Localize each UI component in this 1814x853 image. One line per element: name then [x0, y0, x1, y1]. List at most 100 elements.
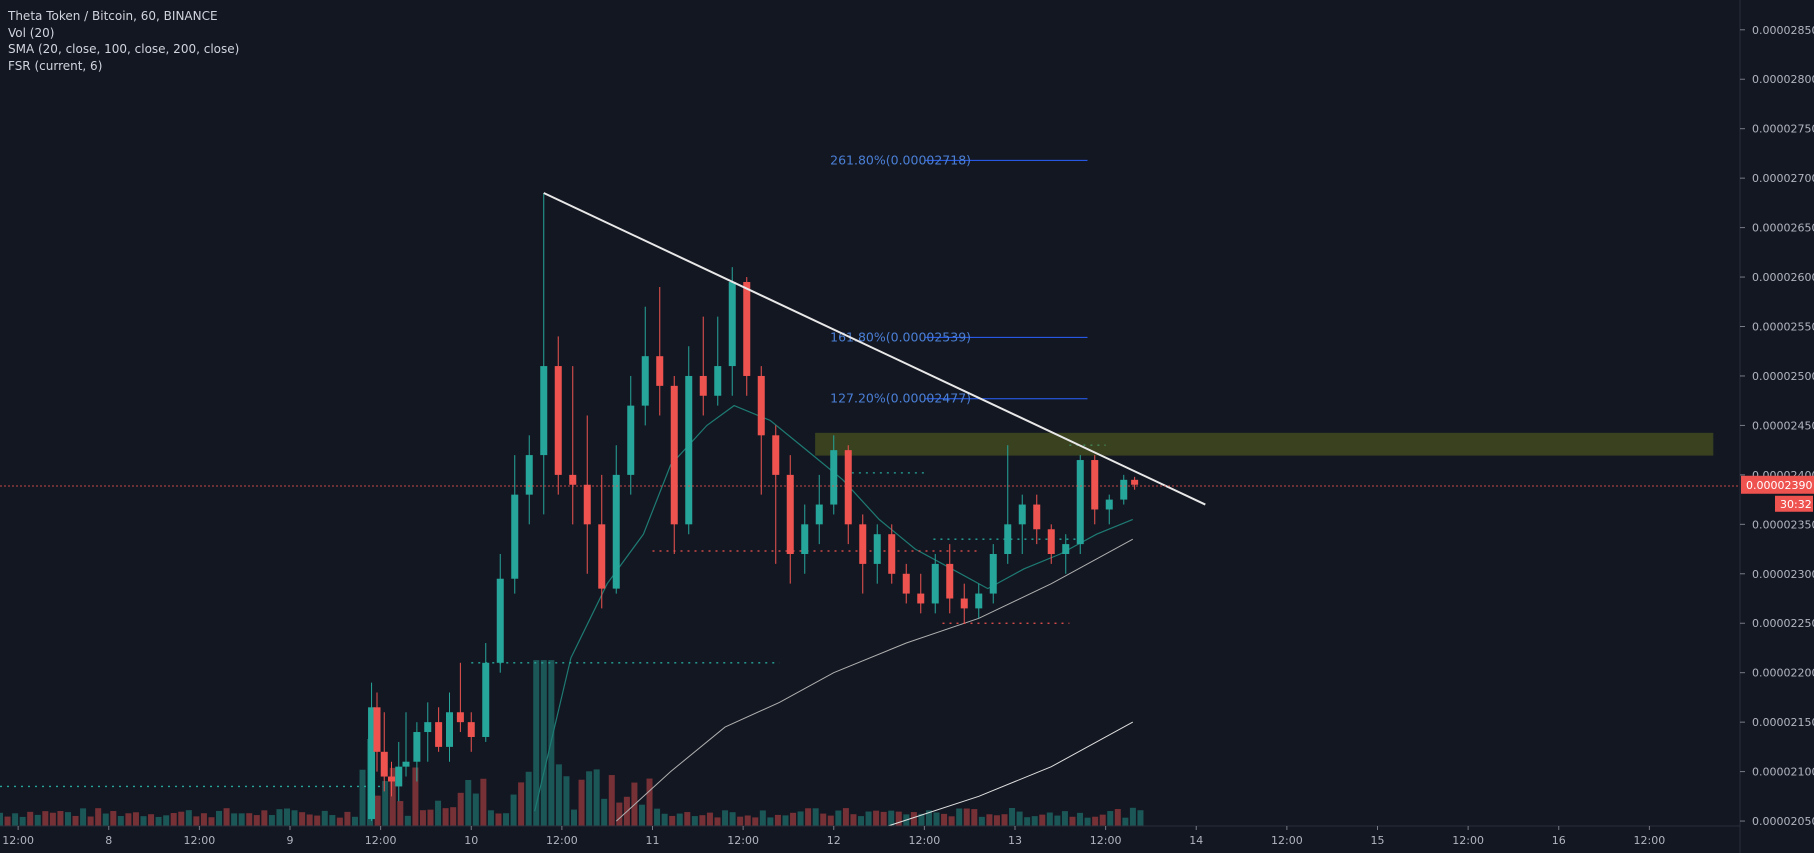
fib-extension: 261.80%(0.00002718) 161.80%(0.00002539) 12… — [830, 152, 1088, 406]
price-tick-label: 0.00002650 — [1752, 222, 1814, 235]
resistance-zone-box — [815, 432, 1714, 456]
time-tick-label: 15 — [1371, 834, 1385, 847]
volume-bar — [759, 810, 766, 826]
volume-bar — [170, 813, 177, 826]
time-tick-label: 14 — [1189, 834, 1203, 847]
volume-bar — [110, 811, 117, 826]
candle-body — [413, 732, 421, 762]
candle-body — [525, 455, 533, 495]
volume-bar — [253, 815, 260, 826]
volume-bar — [0, 812, 3, 826]
candle-body — [801, 524, 809, 554]
time-tick-label: 12:00 — [1634, 834, 1666, 847]
volume-bar — [525, 771, 532, 826]
volume-bar — [986, 814, 993, 826]
volume-bar — [42, 811, 49, 826]
volume-bar — [963, 808, 970, 826]
candle-body — [402, 761, 410, 767]
volume-bar — [223, 808, 230, 826]
volume-bar — [200, 813, 207, 826]
volume-bar — [608, 775, 615, 826]
volume-bar — [12, 813, 19, 826]
volume-bar — [27, 811, 34, 826]
volume-bar — [268, 815, 275, 826]
volume-bar — [503, 813, 510, 826]
candle-body — [859, 524, 867, 564]
volume-bar — [102, 813, 109, 826]
volume-bar — [910, 812, 917, 826]
volume-bar — [125, 813, 132, 826]
volume-bar — [216, 810, 223, 826]
candle-body — [598, 524, 606, 589]
volume-bar — [729, 812, 736, 826]
volume-bar — [19, 816, 26, 826]
candle-body — [656, 356, 664, 386]
volume-bar — [1084, 817, 1091, 826]
volume-bar — [87, 816, 94, 826]
time-tick-label: 12:00 — [184, 834, 216, 847]
candle-body — [373, 707, 381, 752]
volume-bar — [820, 813, 827, 826]
volume-bar — [948, 816, 955, 826]
candle-body — [1131, 479, 1139, 485]
volume-bar — [163, 815, 170, 826]
fib-level-label: 161.80%(0.00002539) — [830, 329, 971, 344]
volume-bar — [1016, 811, 1023, 826]
candle-body — [1120, 479, 1128, 500]
price-axis[interactable]: 0.00002850 0.00002800 0.00002750 0.00002700… — [1739, 0, 1814, 853]
volume-bar — [752, 817, 759, 826]
volume-bar — [842, 808, 849, 826]
volume-bar — [117, 816, 124, 826]
volume-bar — [782, 815, 789, 826]
price-tick-label: 0.00002800 — [1752, 73, 1814, 86]
legend-title[interactable]: Theta Token / Bitcoin, 60, BINANCE — [8, 9, 218, 23]
candle-body — [960, 598, 968, 609]
volume-bar — [276, 809, 283, 826]
volume-bar — [865, 811, 872, 826]
volume-bar — [178, 811, 185, 826]
volume-bar — [208, 817, 215, 826]
candle-body — [612, 474, 620, 589]
volume-bar — [1122, 817, 1129, 826]
volume-bar — [699, 815, 706, 826]
volume-bar — [480, 778, 487, 826]
volume-bar — [1039, 814, 1046, 826]
legend-fsr[interactable]: FSR (current, 6) — [8, 58, 103, 73]
volume-bar — [64, 812, 71, 826]
volume-bar — [457, 792, 464, 826]
candle-body — [714, 366, 722, 396]
volume-bar — [722, 810, 729, 826]
candle-body — [830, 450, 838, 505]
volume-bar — [661, 813, 668, 826]
countdown-tag — [1775, 495, 1813, 512]
legend-vol[interactable]: Vol (20) — [8, 25, 55, 40]
price-axis-bg — [1740, 0, 1814, 853]
volume-bar — [1129, 807, 1136, 826]
volume-bar — [540, 660, 547, 826]
volume-bar — [148, 814, 155, 826]
volume-bar — [805, 808, 812, 826]
volume-bar — [646, 778, 653, 826]
volume-bar — [888, 810, 895, 826]
fib-level-label: 127.20%(0.00002477) — [830, 391, 971, 406]
time-tick-label: 9 — [287, 834, 294, 847]
volume-bar — [291, 810, 298, 826]
volume-bar — [827, 815, 834, 826]
volume-bar — [314, 815, 321, 826]
volume-bar — [1092, 816, 1099, 826]
volume-bar — [925, 810, 932, 826]
candle-body — [627, 405, 635, 475]
time-tick-label: 12:00 — [365, 834, 397, 847]
volume-bar — [465, 779, 472, 826]
volume-bar — [72, 815, 79, 826]
time-axis[interactable]: 12:00 8 12:00 9 12:00 10 12:00 11 12:00 12 12:00 13… — [0, 825, 1740, 847]
candle-body — [368, 707, 376, 820]
legend-sma[interactable]: SMA (20, close, 100, close, 200, close) — [8, 42, 240, 56]
candle-body — [388, 776, 395, 782]
volume-bar — [714, 817, 721, 826]
volume-bar — [850, 814, 857, 826]
volume-bar — [812, 808, 819, 826]
volume-bar — [571, 809, 578, 826]
time-tick-label: 16 — [1552, 834, 1566, 847]
